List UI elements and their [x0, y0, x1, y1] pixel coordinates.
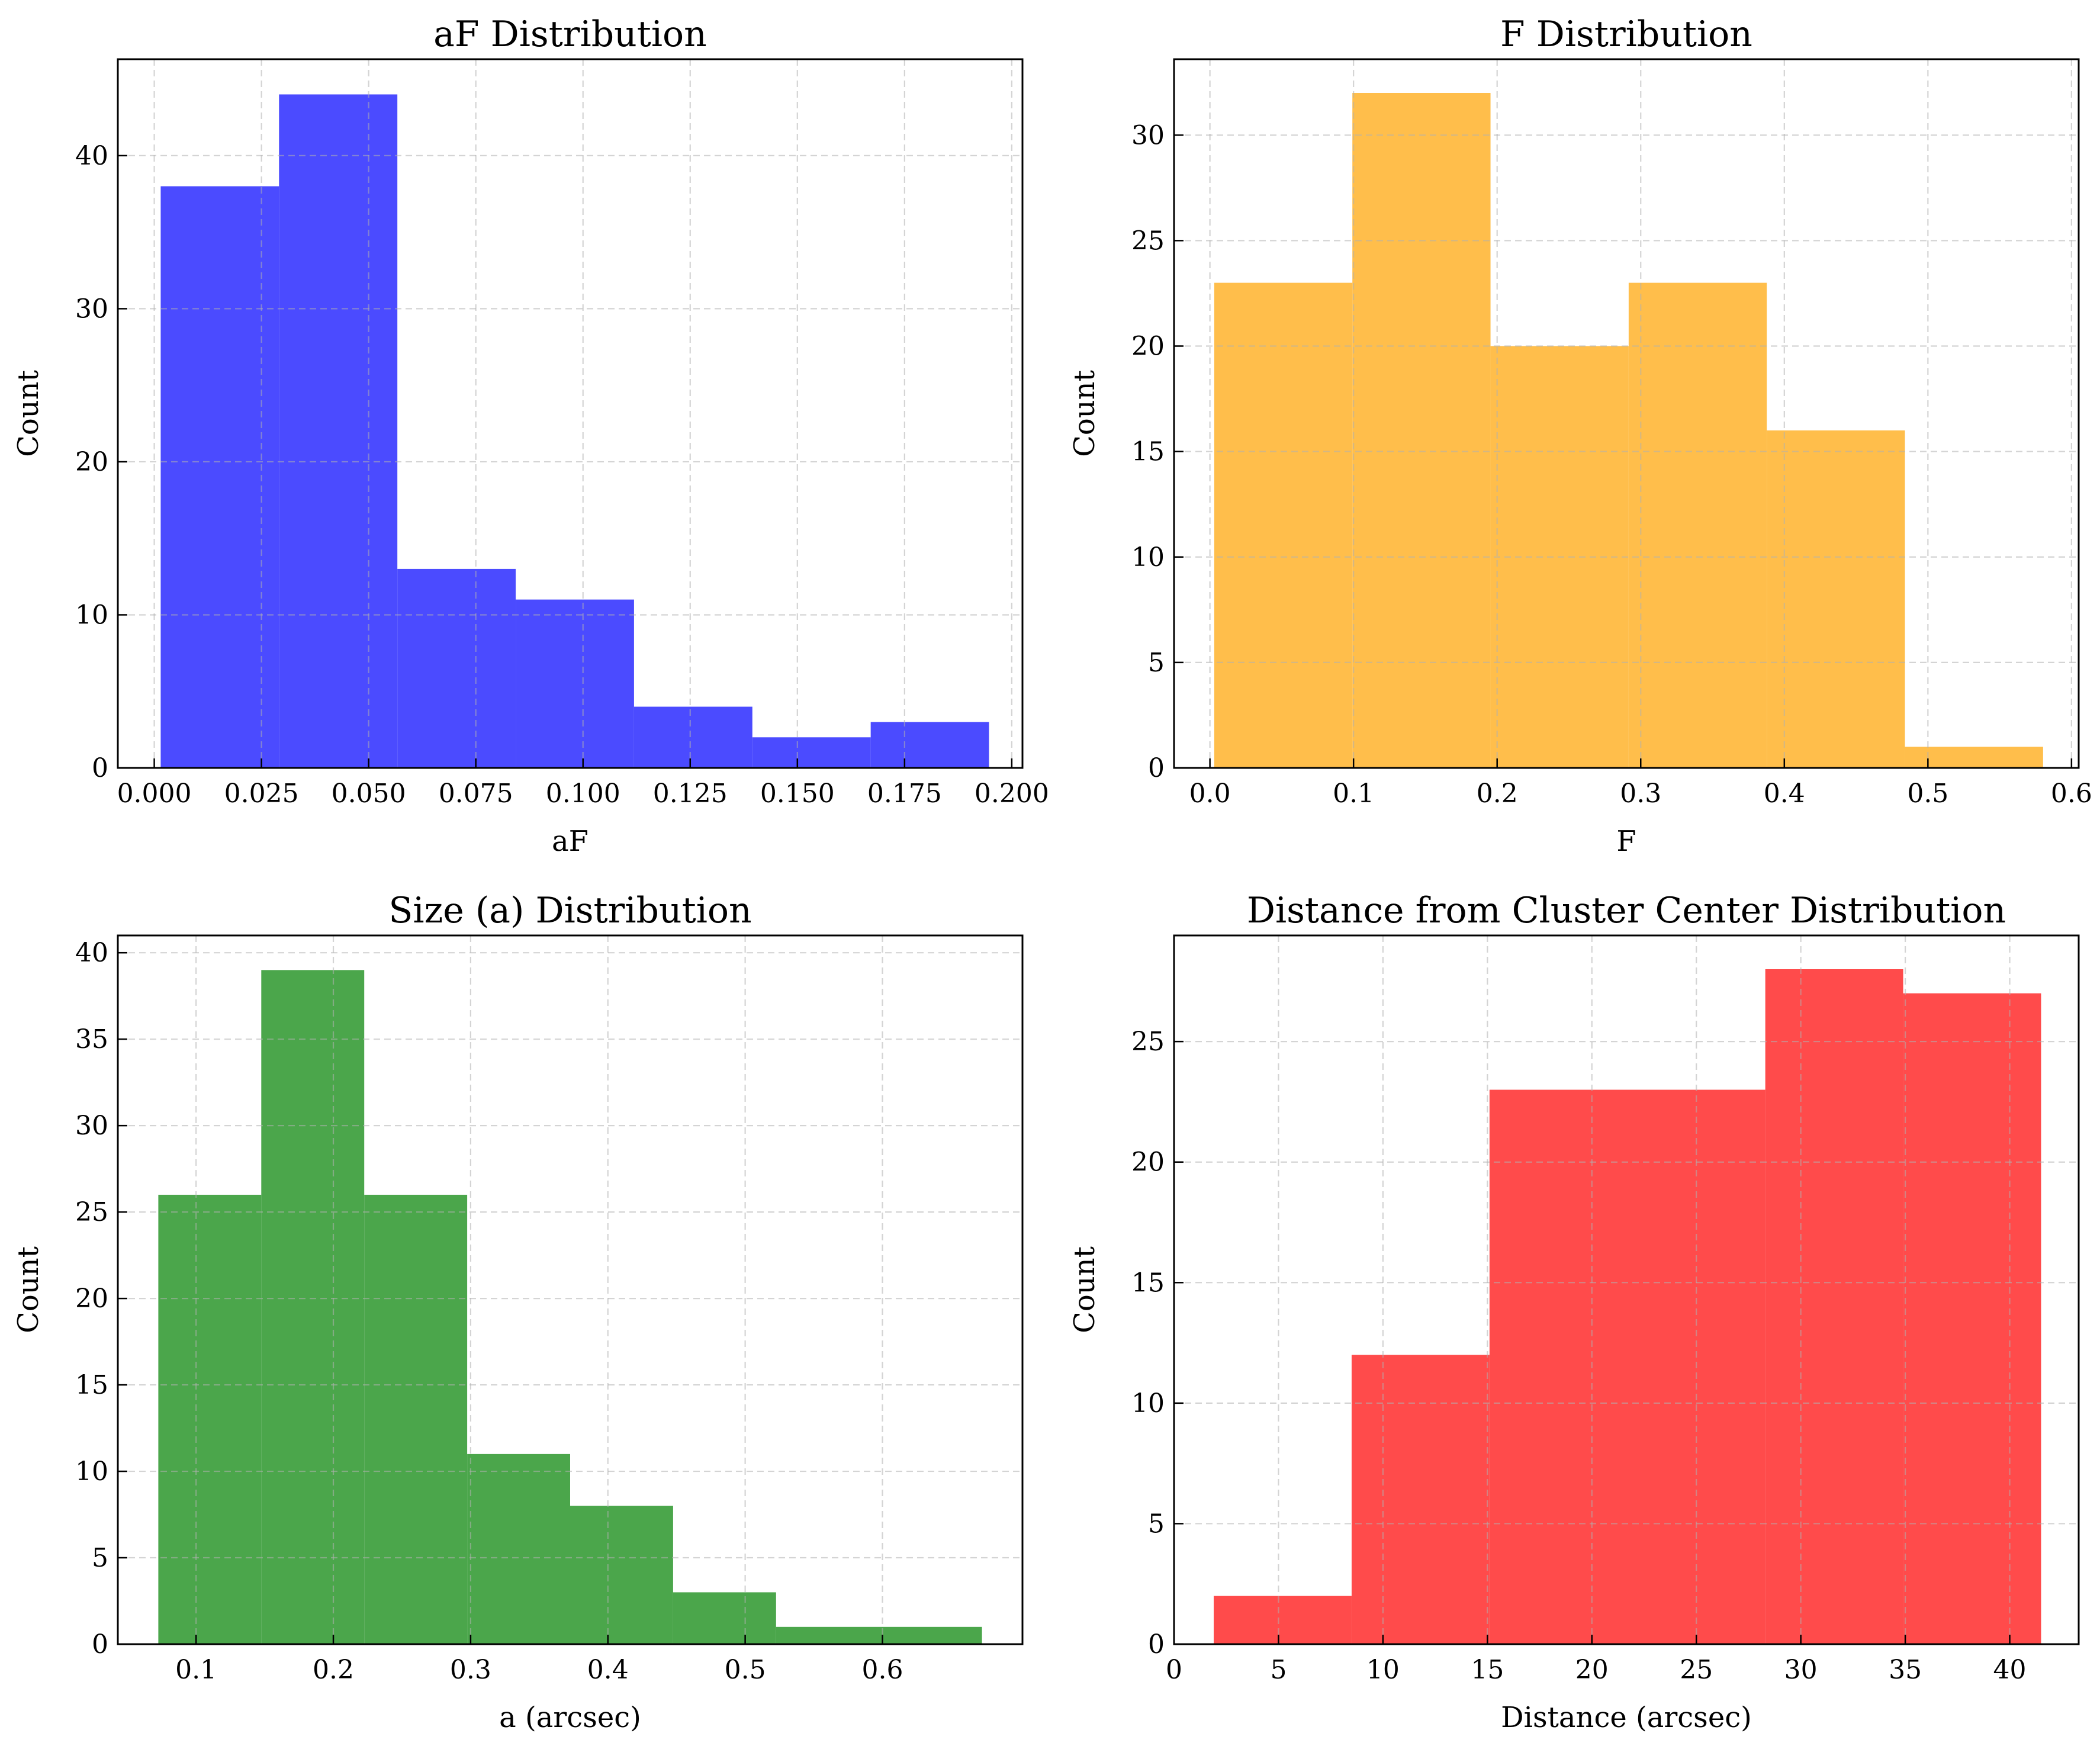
- x-tick-label: 0.075: [439, 779, 513, 809]
- histogram-bar: [1905, 747, 2043, 768]
- x-tick-label: 0.2: [313, 1655, 354, 1685]
- x-tick-label: 0.5: [1907, 779, 1948, 809]
- x-tick-label: 0.025: [224, 779, 299, 809]
- x-tick-label: 0.000: [117, 779, 192, 809]
- y-tick-label: 15: [75, 1370, 108, 1400]
- x-tick-label: 0.3: [450, 1655, 491, 1685]
- x-axis-label: aF: [552, 825, 588, 858]
- y-tick-label: 10: [1131, 542, 1165, 573]
- histogram-bar: [279, 94, 397, 768]
- histogram-bar: [1214, 283, 1352, 768]
- x-axis-label: a (arcsec): [499, 1701, 641, 1734]
- y-tick-label: 5: [92, 1543, 108, 1573]
- x-tick-label: 40: [1993, 1655, 2027, 1685]
- chart-panel-1: 0.000 0.025 0.050 0.075 0.100 0.125 0.150 0.175…: [12, 14, 1049, 858]
- y-tick-label: 5: [1148, 1509, 1165, 1539]
- x-tick-label: 35: [1889, 1655, 1922, 1685]
- x-tick-label: 30: [1784, 1655, 1818, 1685]
- x-tick-label: 20: [1575, 1655, 1609, 1685]
- chart-title: aF Distribution: [433, 14, 707, 55]
- y-tick-label: 20: [1131, 1147, 1165, 1178]
- x-tick-label: 10: [1366, 1655, 1400, 1685]
- chart-title: F Distribution: [1500, 14, 1752, 55]
- x-tick-label: 5: [1270, 1655, 1287, 1685]
- x-tick-label: 0.1: [175, 1655, 217, 1685]
- histogram-bar: [871, 722, 989, 768]
- chart-title: Distance from Cluster Center Distributio…: [1247, 890, 2006, 931]
- histogram-bar: [261, 970, 364, 1644]
- chart-panel-3: 0.1 0.2 0.3 0.4 0.5 0.6 0 5 10 15 20 25 30 35 40 Size (…: [12, 890, 1022, 1734]
- histogram-bar: [1352, 1355, 1490, 1644]
- x-tick-label: 0.050: [332, 779, 406, 809]
- histogram-bar: [1903, 993, 2041, 1644]
- x-tick-label: 0.1: [1333, 779, 1374, 809]
- x-tick-label: 0.100: [546, 779, 620, 809]
- x-tick-label: 0: [1166, 1655, 1182, 1685]
- y-tick-label: 25: [1131, 226, 1165, 256]
- x-tick-label: 0.5: [725, 1655, 766, 1685]
- x-tick-label: 0.3: [1620, 779, 1661, 809]
- x-tick-label: 25: [1680, 1655, 1713, 1685]
- histogram-bar: [158, 1195, 261, 1644]
- chart-panel-4: 0 5 10 15 20 25 30 35 40 0 5 10 15 20 25 Distance from …: [1068, 890, 2079, 1734]
- x-tick-label: 0.200: [975, 779, 1049, 809]
- histogram-bar: [397, 569, 516, 768]
- y-tick-label: 10: [75, 1456, 108, 1487]
- y-tick-label: 20: [75, 447, 108, 477]
- histogram-bar: [1490, 1090, 1765, 1644]
- x-tick-label: 0.4: [587, 1655, 629, 1685]
- x-tick-label: 0.2: [1477, 779, 1518, 809]
- y-tick-label: 10: [1131, 1388, 1165, 1419]
- y-tick-label: 30: [75, 294, 108, 324]
- histogram-bar: [516, 600, 634, 768]
- y-tick-label: 10: [75, 600, 108, 630]
- histogram-bar: [364, 1195, 467, 1644]
- chart-title: Size (a) Distribution: [388, 890, 751, 931]
- y-tick-label: 5: [1148, 648, 1165, 678]
- histogram-bar: [673, 1592, 776, 1644]
- x-tick-label: 0.6: [862, 1655, 903, 1685]
- histogram-bar: [570, 1506, 673, 1644]
- y-tick-label: 25: [1131, 1027, 1165, 1057]
- x-tick-label: 0.150: [760, 779, 835, 809]
- y-axis-label: Count: [1068, 370, 1101, 457]
- x-tick-label: 15: [1471, 1655, 1504, 1685]
- y-tick-label: 0: [92, 1629, 108, 1660]
- y-axis-label: Count: [1068, 1246, 1101, 1333]
- y-tick-label: 30: [75, 1111, 108, 1141]
- histogram-bar: [1767, 430, 1905, 768]
- x-tick-label: 0.6: [2051, 779, 2092, 809]
- y-tick-label: 0: [1148, 1629, 1165, 1660]
- y-tick-label: 30: [1131, 120, 1165, 150]
- histogram-bar: [634, 707, 752, 768]
- y-tick-label: 35: [75, 1024, 108, 1054]
- histogram-bar: [776, 1627, 982, 1644]
- x-axis-label: F: [1616, 825, 1636, 858]
- y-axis-label: Count: [12, 370, 45, 457]
- histogram-bar: [1629, 283, 1767, 768]
- y-tick-label: 40: [75, 938, 108, 968]
- y-tick-label: 40: [75, 141, 108, 171]
- chart-panel-2: 0.0 0.1 0.2 0.3 0.4 0.5 0.6 0 5 10 15 20 25 30 F Distr…: [1068, 14, 2092, 858]
- y-axis-label: Count: [12, 1246, 45, 1333]
- y-tick-label: 15: [1131, 1268, 1165, 1298]
- histogram-bar: [467, 1454, 570, 1644]
- histogram-bar: [1352, 93, 1490, 768]
- histogram-bar: [752, 737, 871, 768]
- x-axis-label: Distance (arcsec): [1501, 1701, 1752, 1734]
- y-tick-label: 25: [75, 1197, 108, 1227]
- histogram-bar: [1765, 969, 1903, 1644]
- y-tick-label: 20: [1131, 332, 1165, 362]
- x-tick-label: 0.4: [1764, 779, 1805, 809]
- y-tick-label: 15: [1131, 437, 1165, 467]
- y-tick-label: 0: [1148, 753, 1165, 783]
- histogram-bar: [1214, 1596, 1352, 1644]
- x-tick-label: 0.175: [867, 779, 942, 809]
- x-tick-label: 0.0: [1189, 779, 1231, 809]
- y-tick-label: 20: [75, 1284, 108, 1314]
- y-tick-label: 0: [92, 753, 108, 783]
- x-tick-label: 0.125: [653, 779, 728, 809]
